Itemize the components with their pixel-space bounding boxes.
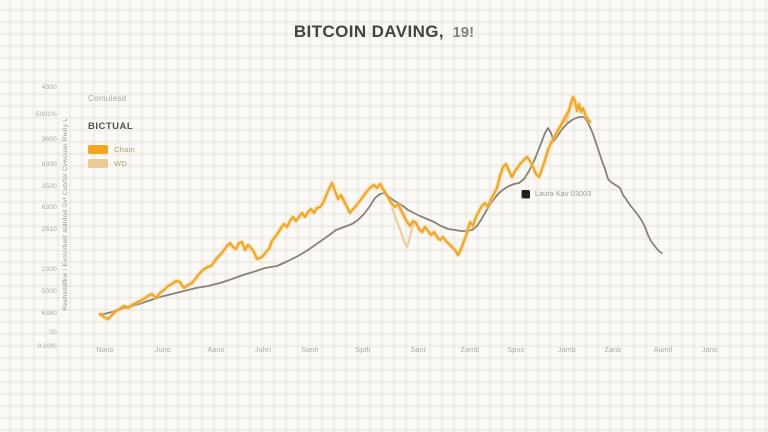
y-tick-label: 3500 [41, 183, 57, 190]
legend-entries: Chain WD [88, 145, 135, 168]
y-tick-label: 5000 [41, 288, 57, 295]
chart-title: BITCOIN DAVING, 19! [0, 22, 768, 42]
x-tick-label: Juno [155, 347, 171, 354]
y-tick-label: 6300 [41, 204, 57, 211]
legend-entry-chain: Chain [88, 145, 135, 154]
x-tick-label: Spno [507, 347, 525, 354]
x-tick-label: Sanh [301, 347, 319, 354]
x-tick-label: Zanb [604, 347, 622, 354]
y-tick-label: 2510 [41, 226, 57, 233]
x-tick-label: Jano [702, 347, 718, 354]
x-tick-label: Nano [96, 347, 114, 354]
x-tick-label: Zamb [460, 347, 480, 354]
annotation-marker-icon [521, 190, 530, 199]
legend-heading: BICTUAL [88, 121, 134, 132]
y-tick-label: 0.00% [37, 343, 57, 350]
y-tick-label: 00 [49, 329, 57, 336]
chart-annotation: Laura Kav 03003 [521, 190, 591, 199]
legend-subtitle: Comulesd [88, 94, 127, 103]
series-line-WD [390, 206, 417, 249]
x-tick-label: Jamb [558, 347, 576, 354]
legend-entry-label: WD [114, 159, 128, 168]
annotation-label: Laura Kav 03003 [535, 191, 592, 198]
legend-swatch-icon [88, 159, 108, 168]
y-axis-title-wrap: Reehlotdfkw / Evotc/bwlt atdtdod Gvl Cub… [58, 78, 72, 350]
y-tick-label: 5001% [35, 111, 57, 118]
x-tick-label: Sant [410, 347, 426, 354]
legend-entry-wd: WD [88, 159, 135, 168]
x-tick-label: Aumil [653, 347, 673, 354]
y-tick-label: 2300 [41, 266, 57, 273]
legend-swatch-icon [88, 145, 108, 154]
x-tick-label: Spth [355, 347, 371, 354]
y-tick-label: 6380 [41, 310, 57, 317]
legend-entry-label: Chain [114, 145, 136, 154]
y-tick-label: 3600 [41, 136, 57, 143]
legend: Comulesd BICTUAL Chain WD [88, 94, 135, 173]
chart-title-suffix: 19! [452, 24, 475, 41]
series-line-Chain-halo [97, 94, 593, 322]
x-tick-label: Aano [207, 347, 225, 354]
y-tick-label: 8300 [41, 161, 57, 168]
x-tick-label: Juhri [254, 347, 272, 354]
series-line-Chain [98, 95, 592, 321]
y-axis-title: Reehlotdfkw / Evotc/bwlt atdtdod Gvl Cub… [61, 117, 69, 311]
chart-title-main: BITCOIN DAVING, [293, 22, 445, 41]
y-tick-label: 4300 [41, 84, 57, 91]
